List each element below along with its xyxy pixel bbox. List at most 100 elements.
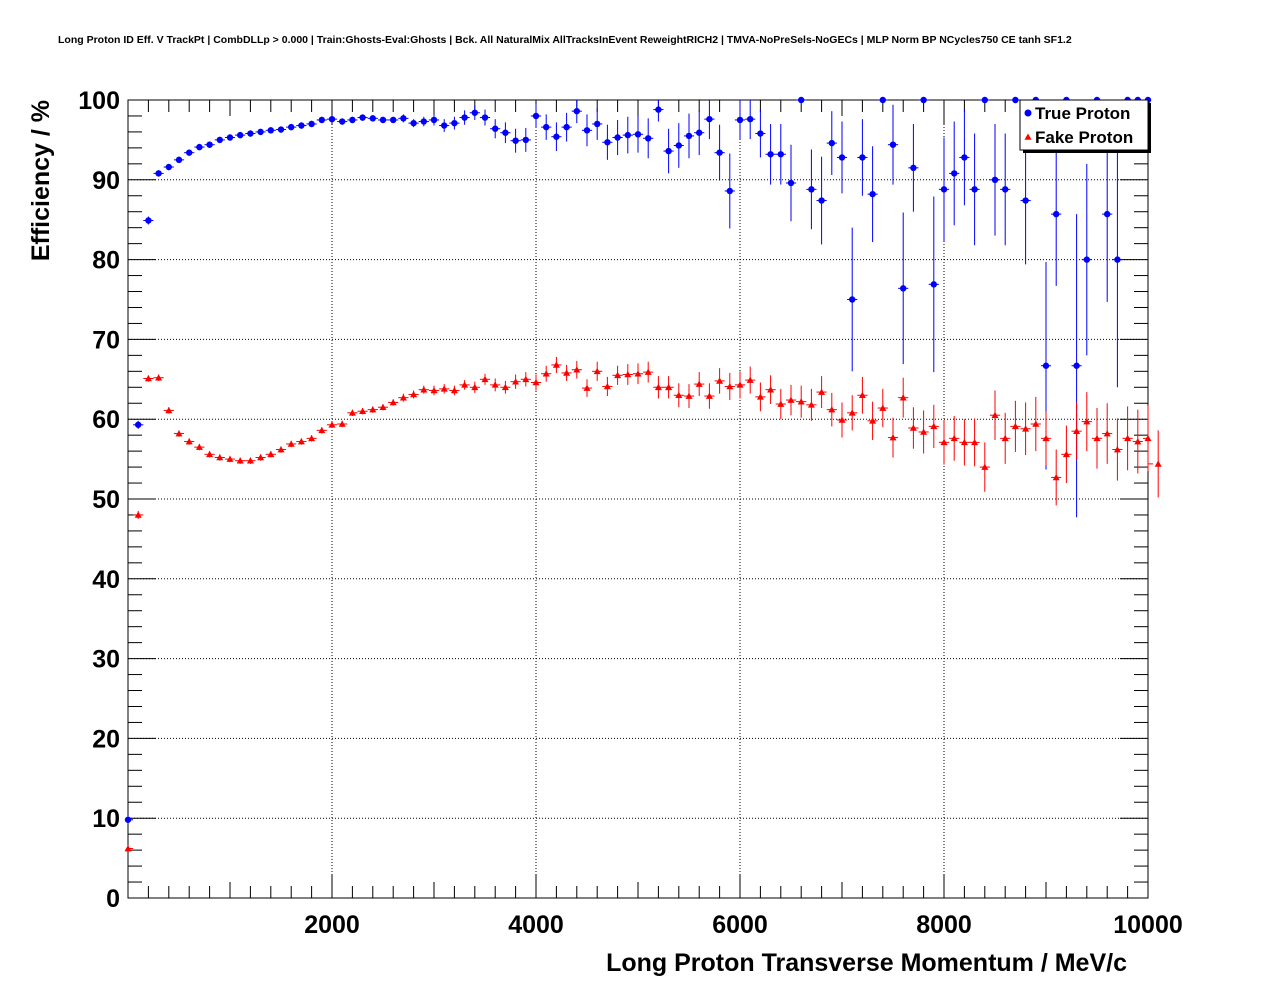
data-point — [765, 375, 776, 405]
triangle-marker — [807, 401, 815, 408]
data-point — [755, 382, 766, 412]
data-point — [745, 366, 756, 394]
triangle-marker — [695, 380, 703, 387]
circle-marker — [900, 285, 907, 292]
data-point — [663, 376, 674, 399]
triangle-marker — [848, 409, 856, 416]
circle-marker — [553, 133, 560, 140]
triangle-marker — [155, 374, 163, 381]
triangle-marker — [348, 409, 356, 416]
data-point — [245, 130, 256, 137]
circle-marker — [573, 107, 580, 115]
data-point — [418, 385, 429, 394]
data-point — [938, 419, 950, 465]
circle-marker — [247, 130, 254, 137]
triangle-marker — [705, 392, 713, 399]
data-point — [500, 380, 511, 394]
data-point — [673, 123, 684, 168]
circle-marker — [736, 116, 744, 124]
data-point — [1112, 418, 1123, 481]
data-point — [938, 137, 950, 242]
circle-marker — [308, 120, 315, 128]
data-point — [632, 115, 644, 153]
data-point — [989, 123, 1001, 236]
data-point — [173, 430, 185, 437]
circle-marker — [1053, 210, 1060, 218]
data-point — [1148, 430, 1162, 498]
circle-marker — [991, 176, 999, 183]
data-point — [275, 446, 287, 453]
data-point — [377, 116, 389, 124]
triangle-marker — [257, 454, 265, 461]
data-point — [459, 110, 470, 125]
data-point — [1061, 425, 1072, 484]
series-true-proton — [124, 96, 1152, 824]
data-point — [265, 450, 276, 458]
data-point — [816, 156, 827, 245]
circle-marker — [481, 114, 489, 121]
data-point — [439, 384, 450, 394]
data-point — [551, 122, 562, 152]
y-tick-label: 90 — [92, 167, 120, 195]
circle-marker — [706, 115, 713, 123]
triangle-marker — [675, 391, 683, 399]
data-point — [918, 96, 929, 104]
circle-marker — [390, 116, 397, 124]
triangle-marker — [920, 428, 928, 435]
triangle-marker — [583, 384, 591, 391]
data-point — [785, 144, 797, 222]
data-point — [357, 407, 368, 415]
data-point — [571, 360, 582, 379]
circle-marker — [186, 149, 193, 156]
data-point — [1000, 133, 1011, 246]
data-point — [714, 124, 725, 181]
circle-marker — [267, 127, 274, 134]
circle-marker — [155, 170, 162, 177]
data-point — [326, 115, 338, 123]
triangle-marker — [144, 375, 152, 382]
data-point — [979, 442, 990, 492]
circle-marker — [502, 129, 509, 136]
circle-marker — [696, 129, 703, 136]
circle-marker — [492, 125, 499, 132]
data-point — [775, 123, 786, 185]
triangle-marker — [828, 406, 836, 413]
triangle-marker — [420, 386, 428, 393]
triangle-marker — [899, 394, 907, 401]
triangle-marker — [1011, 422, 1019, 430]
triangle-marker — [175, 430, 183, 437]
data-series — [124, 96, 1162, 852]
circle-marker — [461, 114, 468, 121]
triangle-marker — [614, 371, 622, 379]
data-point — [439, 119, 450, 132]
legend-entry: Fake Proton — [1024, 128, 1133, 147]
data-point — [520, 372, 531, 387]
triangle-marker — [522, 375, 530, 383]
data-point — [602, 124, 613, 160]
data-point — [847, 227, 858, 372]
data-point — [663, 128, 674, 174]
triangle-marker — [389, 398, 397, 406]
data-point — [194, 443, 205, 451]
triangle-marker — [185, 438, 193, 445]
data-point — [898, 377, 909, 418]
data-point — [694, 372, 705, 397]
data-point — [449, 116, 460, 130]
circle-marker — [798, 96, 805, 104]
triangle-marker — [1022, 425, 1030, 432]
circle-marker — [165, 163, 172, 171]
data-point — [133, 420, 144, 429]
circle-marker — [828, 139, 835, 147]
circle-marker — [808, 186, 815, 193]
triangle-marker — [736, 381, 744, 388]
circle-marker — [124, 816, 132, 823]
legend-triangle-marker — [1024, 133, 1032, 140]
data-point — [969, 418, 980, 467]
y-axis: 0 10 20 30 40 50 60 70 80 90 100 — [78, 87, 1148, 913]
circle-marker — [849, 296, 856, 303]
data-point — [337, 420, 348, 428]
y-tick-label: 20 — [92, 725, 120, 753]
data-point — [418, 116, 429, 127]
circle-marker — [685, 132, 693, 140]
